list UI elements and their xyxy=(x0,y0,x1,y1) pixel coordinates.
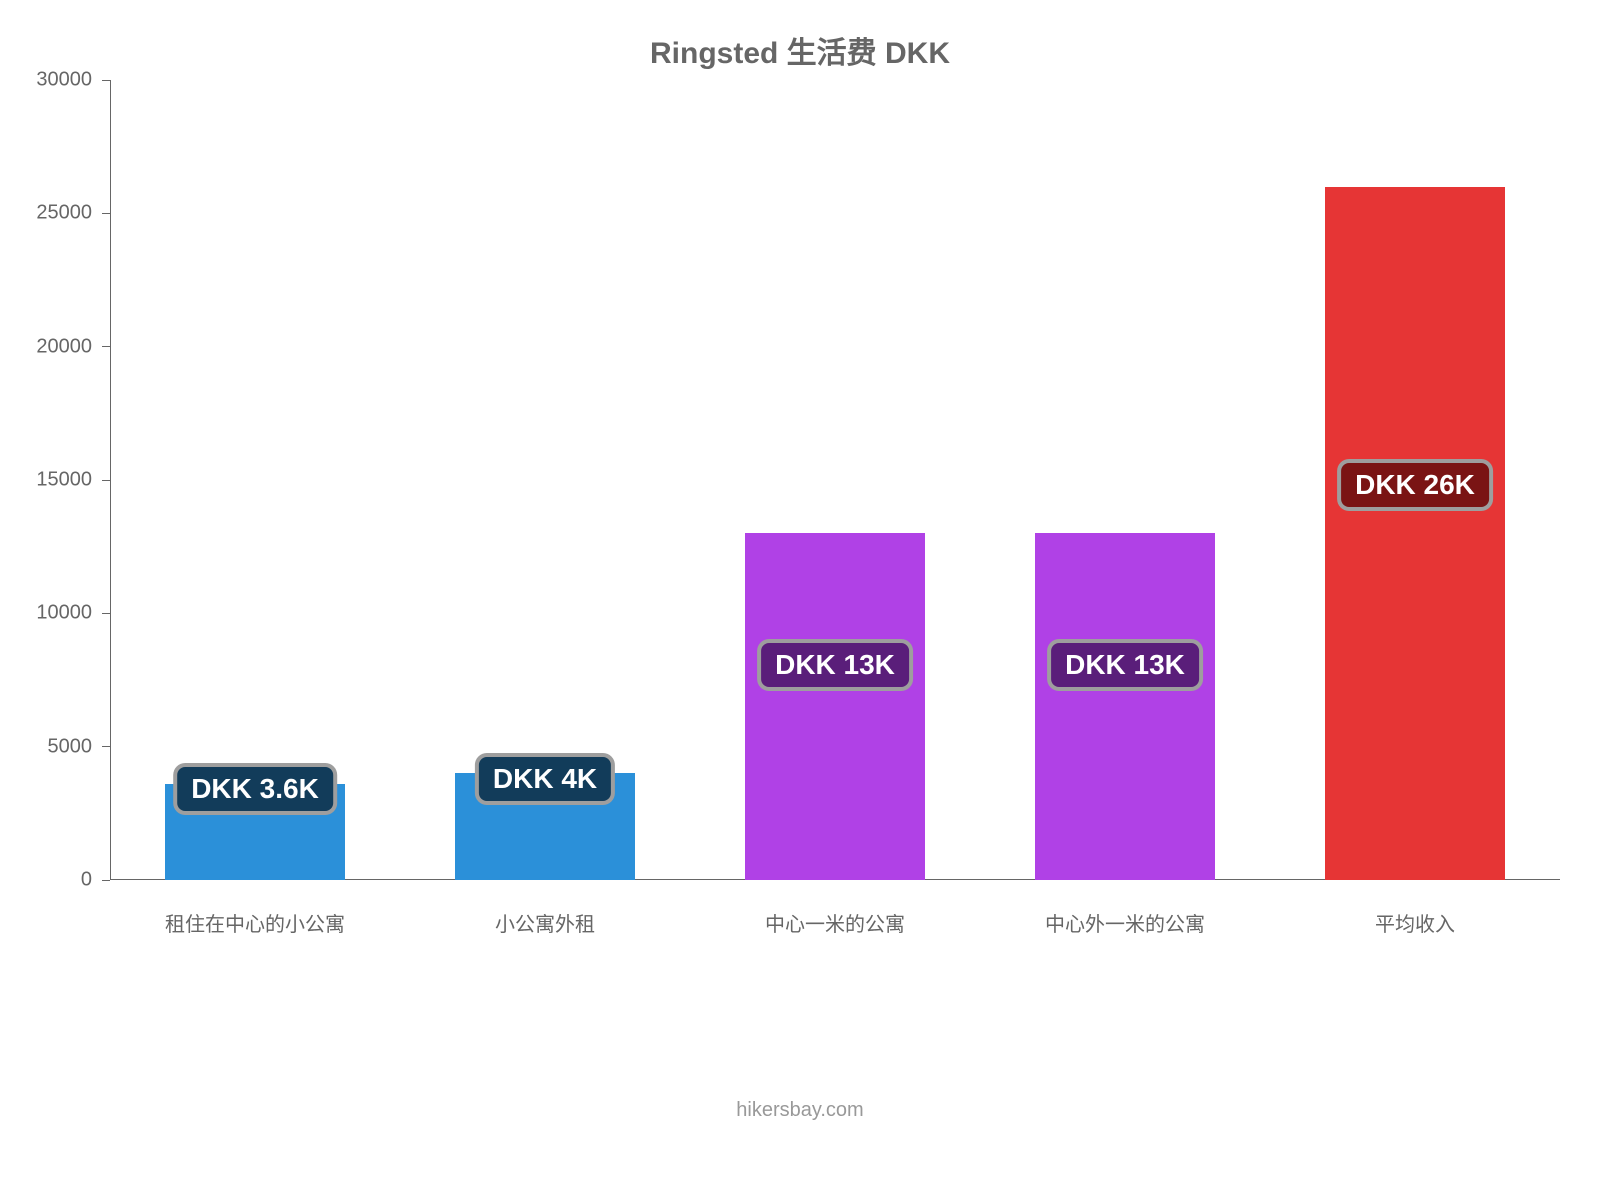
x-tick-label: 小公寓外租 xyxy=(495,908,595,937)
y-tick-mark xyxy=(102,880,110,881)
bar-value-label: DKK 4K xyxy=(479,757,611,801)
bar xyxy=(1325,187,1505,880)
y-tick-mark xyxy=(102,213,110,214)
bar-value-label: DKK 13K xyxy=(761,643,909,687)
y-tick-label: 0 xyxy=(81,869,92,892)
bar-value-label: DKK 13K xyxy=(1051,643,1199,687)
y-tick-label: 30000 xyxy=(36,69,92,92)
plot-area: 050001000015000200002500030000DKK 3.6K租住… xyxy=(110,80,1560,880)
y-tick-label: 5000 xyxy=(48,735,93,758)
x-tick-label: 中心外一米的公寓 xyxy=(1045,908,1205,937)
y-tick-label: 15000 xyxy=(36,469,92,492)
bar xyxy=(1035,533,1215,880)
y-tick-mark xyxy=(102,80,110,81)
x-tick-label: 平均收入 xyxy=(1375,908,1455,937)
y-tick-label: 10000 xyxy=(36,602,92,625)
y-tick-label: 20000 xyxy=(36,335,92,358)
bar-value-label: DKK 3.6K xyxy=(177,767,333,811)
y-axis-line xyxy=(110,80,111,880)
y-tick-mark xyxy=(102,613,110,614)
bar xyxy=(745,533,925,880)
x-tick-label: 租住在中心的小公寓 xyxy=(165,908,345,937)
attribution-text: hikersbay.com xyxy=(0,1099,1600,1122)
bar-value-label: DKK 26K xyxy=(1341,463,1489,507)
y-tick-label: 25000 xyxy=(36,202,92,225)
x-tick-label: 中心一米的公寓 xyxy=(765,908,905,937)
chart-title: Ringsted 生活费 DKK xyxy=(0,28,1600,72)
chart-container: Ringsted 生活费 DKK 05000100001500020000250… xyxy=(0,0,1600,1200)
y-tick-mark xyxy=(102,480,110,481)
y-tick-mark xyxy=(102,746,110,747)
y-tick-mark xyxy=(102,346,110,347)
